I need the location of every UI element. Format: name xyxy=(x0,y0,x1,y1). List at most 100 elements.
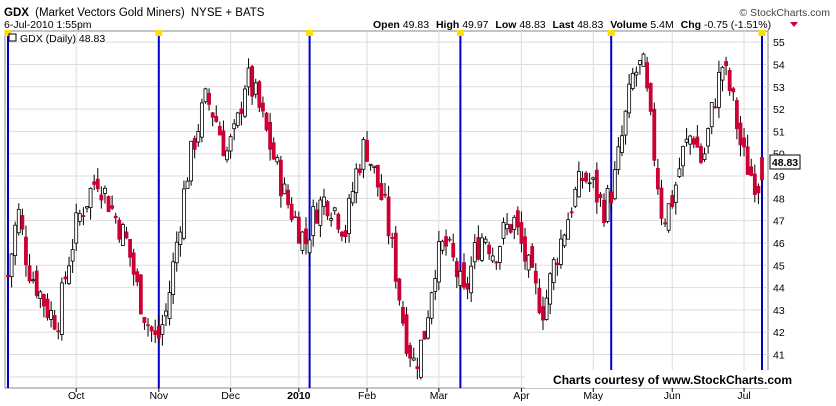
candle-body xyxy=(731,88,736,93)
candle-body xyxy=(713,106,718,109)
vertical-marker-layer xyxy=(4,30,766,388)
candle-body xyxy=(156,325,161,339)
candle-body xyxy=(638,60,642,65)
candle-body xyxy=(702,153,707,160)
candle-body xyxy=(472,242,477,263)
candle-body xyxy=(530,246,535,268)
candle-body xyxy=(357,168,362,174)
candle-body xyxy=(562,234,567,247)
candle-body xyxy=(45,298,50,319)
exchange: NYSE + BATS xyxy=(191,7,265,19)
x-tick-label: Nov xyxy=(149,390,168,402)
candle-body xyxy=(415,366,420,369)
candle-body xyxy=(77,213,82,222)
candle-body xyxy=(501,222,506,239)
candle-body xyxy=(580,177,585,182)
x-tick-label: May xyxy=(583,390,604,402)
marker-cap xyxy=(155,30,163,36)
candle-body xyxy=(419,339,423,378)
candle-body xyxy=(117,219,122,240)
candle-body xyxy=(584,172,588,182)
open-value: 49.83 xyxy=(403,19,429,31)
x-tick-label: 2010 xyxy=(287,390,311,402)
candle-body xyxy=(598,193,603,198)
candle-body xyxy=(196,131,201,143)
candle-body xyxy=(361,139,366,170)
candle-body xyxy=(268,121,273,150)
candle-body xyxy=(508,224,513,233)
x-tick-label: Jun xyxy=(664,390,681,402)
candle-body xyxy=(307,239,312,254)
candle-body xyxy=(149,326,154,332)
plot-area xyxy=(4,30,769,389)
y-tick-label: 47 xyxy=(773,216,785,228)
candle-body xyxy=(20,215,25,230)
candle-body xyxy=(734,100,739,130)
candle-body xyxy=(300,231,305,251)
candle-body xyxy=(709,102,714,128)
candle-body xyxy=(720,66,725,81)
y-tick-label: 49 xyxy=(773,171,785,183)
candle-body xyxy=(681,145,685,167)
candle-body xyxy=(332,207,337,212)
candle-body xyxy=(257,81,262,108)
candle-body xyxy=(559,238,563,265)
candle-body xyxy=(458,270,463,287)
x-tick-label: Oct xyxy=(68,390,84,402)
candle-body xyxy=(408,345,413,359)
candle-body xyxy=(648,83,653,112)
candle-body xyxy=(724,61,728,66)
candle-body xyxy=(304,228,308,245)
candle-body xyxy=(261,102,265,112)
candle-body xyxy=(138,274,143,315)
x-tick-label: Apr xyxy=(513,390,530,402)
candle-body xyxy=(124,231,129,239)
candle-body xyxy=(706,128,711,147)
candle-body xyxy=(645,62,650,89)
candle-body xyxy=(322,196,326,207)
candle-body xyxy=(343,230,348,238)
candle-body xyxy=(401,306,405,324)
marker-cap xyxy=(607,30,615,36)
candle-body xyxy=(641,53,646,67)
candle-body xyxy=(663,222,667,225)
candle-body xyxy=(56,330,61,333)
candle-body xyxy=(9,253,14,278)
candle-body xyxy=(630,72,635,89)
candle-body xyxy=(67,265,71,284)
candle-body xyxy=(594,169,599,203)
chg-value: -0.75 (-1.51%) xyxy=(704,19,771,31)
candle-body xyxy=(6,274,10,278)
candle-body xyxy=(695,136,700,148)
low-label: Low xyxy=(495,19,517,31)
candle-body xyxy=(742,137,746,148)
y-tick-label: 54 xyxy=(773,59,785,71)
candle-body xyxy=(519,222,524,244)
candle-body xyxy=(275,157,280,163)
candle-body xyxy=(13,224,18,256)
datetime: 6-Jul-2010 1:55pm xyxy=(4,19,92,31)
candle-body xyxy=(523,236,527,262)
y-tick-label: 53 xyxy=(773,82,785,94)
candle-body xyxy=(569,211,574,214)
candle-body xyxy=(379,183,384,201)
candle-body xyxy=(587,182,592,185)
volume-label: Volume xyxy=(610,19,647,31)
candle-body xyxy=(131,252,136,275)
candle-body xyxy=(616,146,621,170)
candle-body xyxy=(318,199,323,226)
candle-body xyxy=(487,244,492,255)
candle-body xyxy=(404,314,409,354)
candle-body xyxy=(655,167,660,190)
candle-body xyxy=(623,110,628,136)
candle-body xyxy=(673,184,678,203)
candle-body xyxy=(666,203,671,231)
candle-body xyxy=(555,262,560,266)
candle-body xyxy=(178,231,183,245)
candle-body xyxy=(192,138,197,150)
candle-body xyxy=(533,270,538,284)
candle-body xyxy=(210,112,215,118)
candle-body xyxy=(311,206,316,236)
candle-body xyxy=(253,82,258,95)
candle-body xyxy=(282,183,287,195)
